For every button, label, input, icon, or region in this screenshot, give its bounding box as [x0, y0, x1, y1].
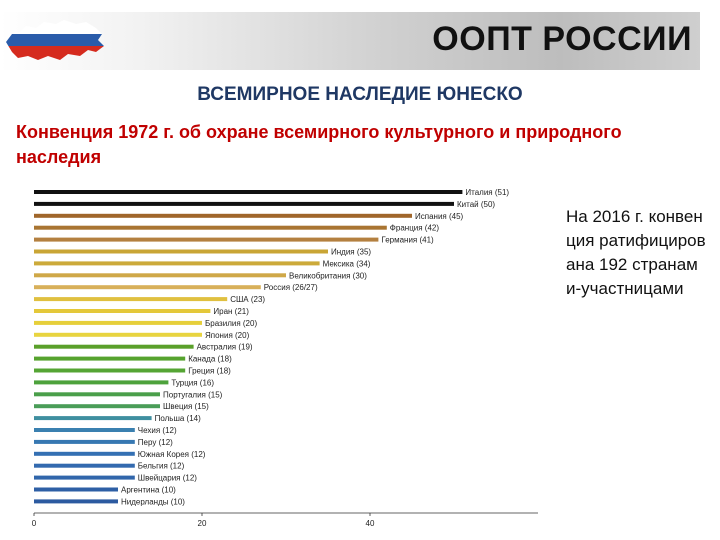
bar-8	[34, 285, 261, 290]
page-title: ООПТ РОССИИ	[432, 20, 692, 58]
bar-label-1: Китай (50)	[457, 200, 495, 209]
bar-label-3: Франция (42)	[390, 224, 440, 233]
bar-label-4: Германия (41)	[381, 236, 434, 245]
ratification-note: На 2016 г. конвенция ратифицирована 192 …	[566, 207, 706, 298]
bar-label-20: Чехия (12)	[138, 426, 177, 435]
bar-4	[34, 237, 379, 242]
bar-label-11: Бразилия (20)	[205, 319, 257, 328]
bar-label-21: Перу (12)	[138, 438, 173, 447]
bar-14	[34, 356, 186, 361]
section-subtitle: ВСЕМИРНОЕ НАСЛЕДИЕ ЮНЕСКО	[197, 84, 523, 105]
bar-25	[34, 487, 118, 492]
bar-label-23: Бельгия (12)	[138, 462, 185, 471]
bar-26	[34, 499, 118, 504]
bar-16	[34, 380, 169, 385]
bar-15	[34, 368, 186, 373]
x-tick-label-1: 20	[198, 519, 207, 528]
bar-label-9: США (23)	[230, 295, 265, 304]
bar-17	[34, 392, 160, 397]
bar-label-22: Южная Корея (12)	[138, 450, 206, 459]
russia-flag-map-icon	[6, 20, 104, 60]
header-banner: ООПТ РОССИИ	[0, 12, 700, 70]
bar-13	[34, 344, 194, 349]
bar-11	[34, 320, 202, 325]
bar-21	[34, 439, 135, 444]
bar-20	[34, 428, 135, 432]
bar-label-24: Швейцария (12)	[138, 474, 197, 483]
bar-5	[34, 249, 328, 254]
bar-0	[34, 190, 463, 194]
bar-12	[34, 332, 202, 337]
unesco-sites-chart: Италия (51) Китай (50) Испания (45) Франция…	[14, 174, 548, 540]
bar-chart-svg: Италия (51) Китай (50) Испания (45) Франция…	[32, 188, 538, 528]
bar-label-16: Турция (16)	[171, 378, 214, 387]
bar-label-14: Канада (18)	[188, 355, 232, 364]
bar-10	[34, 309, 211, 313]
bar-label-12: Япония (20)	[205, 331, 250, 340]
bar-label-8: Россия (26/27)	[264, 283, 318, 292]
bar-6	[34, 261, 320, 266]
x-tick-label-0: 0	[32, 519, 37, 528]
bar-label-6: Мексика (34)	[323, 259, 371, 268]
bar-19	[34, 416, 152, 421]
bar-3	[34, 225, 387, 230]
bar-23	[34, 463, 135, 468]
bar-1	[34, 201, 454, 206]
bar-label-25: Аргентина (10)	[121, 486, 176, 495]
bar-label-18: Швеция (15)	[163, 402, 209, 411]
bar-label-13: Австралия (19)	[197, 343, 253, 352]
bar-label-17: Португалия (15)	[163, 390, 223, 399]
bar-24	[34, 475, 135, 480]
bar-label-5: Индия (35)	[331, 248, 371, 257]
bar-label-19: Польша (14)	[155, 414, 202, 423]
bar-label-10: Иран (21)	[213, 307, 249, 316]
bar-label-26: Нидерланды (10)	[121, 497, 185, 506]
bar-label-0: Италия (51)	[465, 188, 509, 197]
bar-label-2: Испания (45)	[415, 212, 464, 221]
bar-label-7: Великобритания (30)	[289, 271, 367, 280]
convention-heading: Конвенция 1972 г. об охране всемирного к…	[16, 122, 622, 167]
x-tick-label-2: 40	[366, 519, 375, 528]
bar-label-15: Греция (18)	[188, 367, 231, 376]
bar-7	[34, 273, 286, 278]
bar-18	[34, 404, 160, 409]
bar-2	[34, 213, 412, 218]
bar-9	[34, 297, 228, 302]
bar-22	[34, 451, 135, 456]
